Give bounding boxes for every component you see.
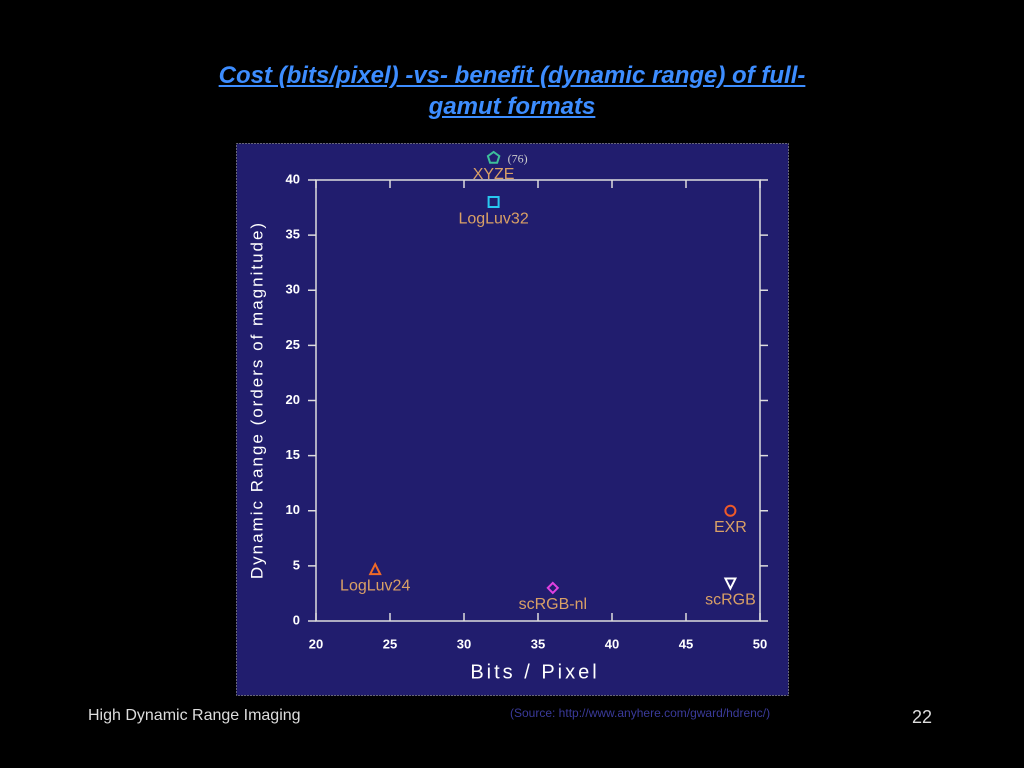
point <box>723 577 738 591</box>
x-tick-label: 50 <box>753 636 767 651</box>
point-label: scRGB <box>705 592 756 609</box>
plot-panel <box>236 143 789 696</box>
point-label: LogLuv24 <box>340 577 410 594</box>
point <box>486 150 501 164</box>
y-tick-label: 20 <box>286 392 300 407</box>
y-tick-label: 30 <box>286 282 300 297</box>
x-tick-label: 35 <box>531 636 545 651</box>
x-tick-label: 25 <box>383 636 397 651</box>
y-tick-label: 40 <box>286 171 300 186</box>
y-tick-label: 5 <box>293 557 300 572</box>
source: (Source: http://www.anyhere.com/gward/hd… <box>510 706 770 720</box>
x-tick-label: 30 <box>457 636 471 651</box>
x-axis-label: Bits / Pixel <box>470 661 599 683</box>
point-label: EXR <box>714 519 747 536</box>
chart-title: Cost (bits/pixel) -vs- benefit (dynamic … <box>218 62 806 120</box>
annotation: (76) <box>508 152 528 166</box>
y-tick-label: 15 <box>286 447 300 462</box>
x-tick-label: 20 <box>309 636 323 651</box>
point-label: LogLuv32 <box>458 210 528 227</box>
y-tick-label: 0 <box>293 612 300 627</box>
y-tick-label: 35 <box>286 227 300 242</box>
point-label: scRGB-nl <box>519 596 587 613</box>
page-number: 22 <box>912 707 932 727</box>
point <box>546 581 560 595</box>
x-tick-label: 40 <box>605 636 619 651</box>
y-axis-label: Dynamic Range (orders of magnitude) <box>247 221 266 579</box>
footer-left: High Dynamic Range Imaging <box>88 707 301 724</box>
point-label: XYZE <box>473 166 515 183</box>
y-tick-label: 25 <box>286 337 300 352</box>
y-tick-label: 10 <box>286 502 300 517</box>
x-tick-label: 45 <box>679 636 693 651</box>
point <box>724 504 737 517</box>
point <box>487 196 500 209</box>
point <box>368 561 382 576</box>
